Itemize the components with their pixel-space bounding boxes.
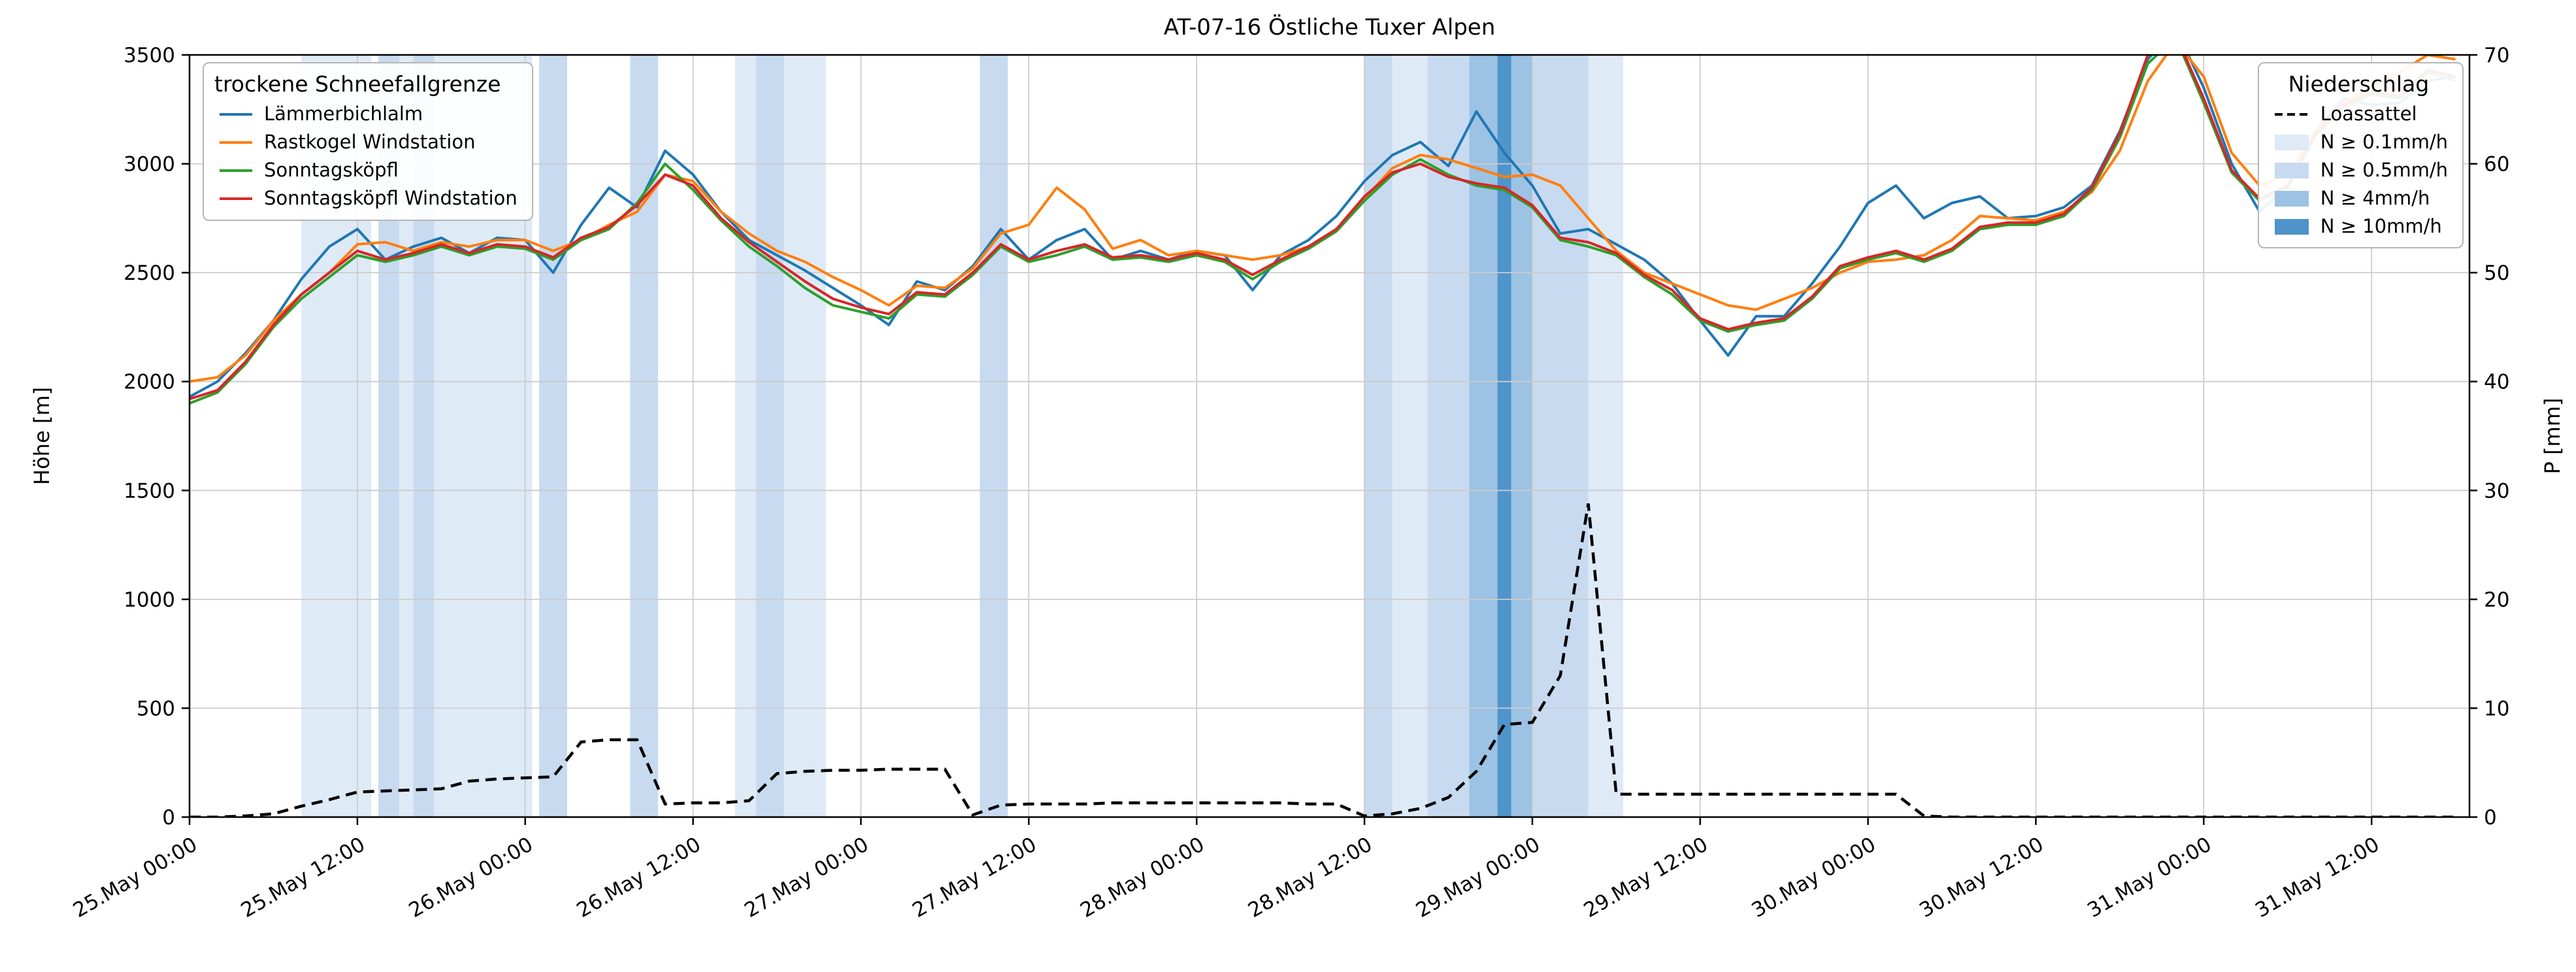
precip-band xyxy=(1427,55,1470,817)
legend-entry-label: Rastkogel Windstation xyxy=(264,130,476,153)
x-tick-label: 31.May 12:00 xyxy=(2251,833,2383,922)
precip-band xyxy=(1392,55,1428,817)
y-tick-label-right: 30 xyxy=(2484,479,2509,503)
legend-entry-label: N ≥ 4mm/h xyxy=(2320,186,2430,209)
precip-band xyxy=(630,55,659,817)
y-tick-label-left: 0 xyxy=(162,806,175,830)
legend-dashed-swatch xyxy=(2274,112,2309,116)
x-tick-label: 30.May 12:00 xyxy=(1915,833,2047,922)
legend-precip-title: Niederschlag xyxy=(2288,71,2430,97)
x-tick-label: 31.May 00:00 xyxy=(2083,833,2215,922)
legend-entry-band-3: N ≥ 10mm/h xyxy=(2270,216,2448,237)
x-tick-label: 29.May 12:00 xyxy=(1580,833,1712,922)
x-tick-label: 30.May 00:00 xyxy=(1747,833,1879,922)
y-tick-label-right: 40 xyxy=(2484,371,2509,394)
legend-snowline: trockene Schneefallgrenze Lämmerbichlalm… xyxy=(203,62,533,221)
y-axis-label-right: P [mm] xyxy=(2540,397,2565,475)
legend-band-swatch xyxy=(2274,134,2309,150)
legend-entry-series-0: Lämmerbichlalm xyxy=(214,103,518,125)
y-tick-label-right: 20 xyxy=(2484,588,2509,612)
series-line-2 xyxy=(190,55,2456,405)
legend-entry-label: N ≥ 10mm/h xyxy=(2320,214,2442,237)
legend-entry-series-1: Rastkogel Windstation xyxy=(214,130,518,153)
legend-entry-label: Sonntagsköpfl xyxy=(264,158,399,181)
legend-entry-label: Sonntagsköpfl Windstation xyxy=(264,186,518,209)
x-tick-label: 27.May 12:00 xyxy=(908,833,1040,922)
y-tick-label-left: 500 xyxy=(137,697,175,720)
series-line-3 xyxy=(190,55,2456,401)
precip-band xyxy=(539,55,567,817)
y-tick-label-left: 3000 xyxy=(124,153,175,176)
precip-band xyxy=(755,55,784,817)
x-tick-label: 25.May 12:00 xyxy=(237,833,369,922)
legend-entry-band-1: N ≥ 0.5mm/h xyxy=(2270,158,2448,181)
x-tick-label: 27.May 00:00 xyxy=(740,833,872,922)
axis-ticks xyxy=(182,54,2477,825)
legend-precip-entries: Loassattel N ≥ 0.1mm/h N ≥ 0.5mm/h N ≥ 4mm/… xyxy=(2270,103,2448,237)
legend-entry-loassattel: Loassattel xyxy=(2270,103,2448,125)
legend-band-swatch xyxy=(2274,162,2309,178)
y-axis-label-left: Höhe [m] xyxy=(29,387,54,485)
y-tick-label-right: 50 xyxy=(2484,261,2509,285)
legend-snowline-entries: Lämmerbichlalm Rastkogel Windstation Sonnt… xyxy=(214,103,518,209)
legend-line-swatch xyxy=(220,141,252,144)
x-tick-label: 28.May 00:00 xyxy=(1076,833,1208,922)
grid xyxy=(190,55,2469,817)
legend-snowline-title: trockene Schneefallgrenze xyxy=(214,71,501,97)
legend-entry-band-0: N ≥ 0.1mm/h xyxy=(2270,130,2448,153)
y-tick-label-right: 0 xyxy=(2484,806,2497,830)
x-tick-label: 28.May 12:00 xyxy=(1244,833,1376,922)
y-tick-label-left: 1500 xyxy=(124,479,175,503)
precip-band xyxy=(784,55,826,817)
precip-band xyxy=(1511,55,1532,817)
precip-band xyxy=(1532,55,1589,817)
legend-entry-label: N ≥ 0.5mm/h xyxy=(2320,158,2448,181)
chart-title: AT-07-16 Östliche Tuxer Alpen xyxy=(1163,14,1496,41)
precip-band xyxy=(399,55,414,817)
legend-band-swatch xyxy=(2274,190,2309,207)
precip-band xyxy=(1588,55,1623,817)
legend-entry-label: Lämmerbichlalm xyxy=(264,103,423,125)
x-tick-label: 29.May 00:00 xyxy=(1412,833,1544,922)
legend-entry-label: N ≥ 0.1mm/h xyxy=(2320,130,2448,153)
precip-line-loassattel xyxy=(190,503,2456,817)
legend-precip: Niederschlag Loassattel N ≥ 0.1mm/h N ≥ 0.… xyxy=(2257,62,2464,249)
y-tick-label-left: 1000 xyxy=(124,588,175,612)
legend-line-swatch xyxy=(220,169,252,172)
legend-line-swatch xyxy=(220,112,252,116)
y-tick-label-left: 2500 xyxy=(124,261,175,285)
legend-line-swatch xyxy=(220,197,252,200)
x-tick-label: 26.May 12:00 xyxy=(572,833,704,922)
axes-spines xyxy=(188,54,2471,818)
x-tick-label: 26.May 00:00 xyxy=(405,833,537,922)
legend-entry-band-2: N ≥ 4mm/h xyxy=(2270,188,2448,209)
y-tick-label-right: 10 xyxy=(2484,697,2509,720)
legend-band-swatch xyxy=(2274,218,2309,235)
legend-entry-series-2: Sonntagsköpfl xyxy=(214,158,518,181)
y-tick-label-right: 70 xyxy=(2484,44,2509,67)
precip-band xyxy=(980,55,1008,817)
precip-band xyxy=(735,55,756,817)
y-tick-label-left: 2000 xyxy=(124,371,175,394)
x-tick-label: 25.May 00:00 xyxy=(69,833,201,922)
legend-entry-label: Loassattel xyxy=(2320,103,2417,125)
y-tick-label-left: 3500 xyxy=(124,44,175,67)
legend-entry-series-3: Sonntagsköpfl Windstation xyxy=(214,188,518,209)
y-tick-label-right: 60 xyxy=(2484,153,2509,176)
precip-band xyxy=(1497,55,1511,817)
